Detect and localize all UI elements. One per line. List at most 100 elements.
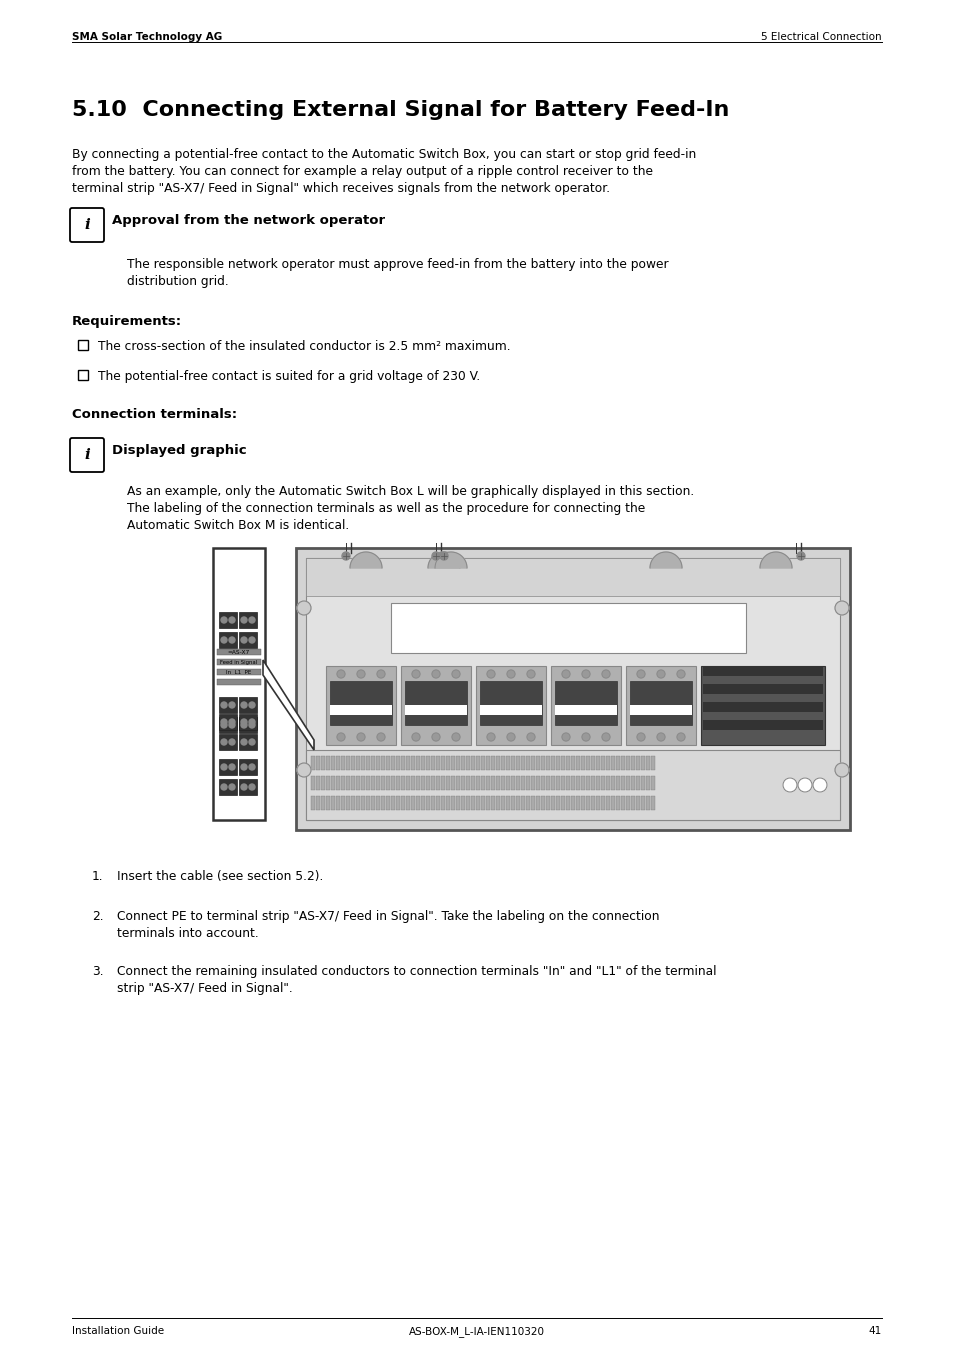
- Bar: [516, 756, 519, 771]
- Bar: [471, 776, 475, 790]
- Bar: [416, 796, 419, 810]
- Circle shape: [336, 733, 345, 741]
- Bar: [431, 776, 435, 790]
- Bar: [545, 756, 550, 771]
- Bar: [400, 776, 405, 790]
- Bar: [630, 776, 635, 790]
- Bar: [326, 776, 330, 790]
- Bar: [456, 796, 459, 810]
- Circle shape: [834, 763, 848, 777]
- Bar: [78, 339, 88, 350]
- Bar: [239, 698, 256, 713]
- Bar: [620, 796, 624, 810]
- Bar: [491, 796, 495, 810]
- Bar: [551, 756, 555, 771]
- Bar: [311, 776, 314, 790]
- Bar: [610, 776, 615, 790]
- Bar: [213, 548, 265, 821]
- Polygon shape: [649, 552, 681, 568]
- Bar: [391, 603, 745, 653]
- Circle shape: [526, 671, 535, 677]
- Bar: [585, 776, 589, 790]
- Bar: [239, 714, 256, 730]
- Bar: [590, 756, 595, 771]
- Bar: [311, 796, 314, 810]
- Bar: [431, 756, 435, 771]
- Text: 5 Electrical Connection: 5 Electrical Connection: [760, 32, 882, 42]
- Circle shape: [432, 733, 439, 741]
- Bar: [596, 796, 599, 810]
- Bar: [355, 796, 359, 810]
- Circle shape: [249, 702, 254, 708]
- Bar: [525, 776, 530, 790]
- Bar: [620, 756, 624, 771]
- Bar: [340, 796, 345, 810]
- Circle shape: [356, 671, 365, 677]
- Bar: [411, 796, 415, 810]
- Circle shape: [249, 722, 254, 727]
- Bar: [331, 796, 335, 810]
- Text: Insert the cable (see section 5.2).: Insert the cable (see section 5.2).: [117, 869, 323, 883]
- Bar: [600, 796, 604, 810]
- Circle shape: [812, 777, 826, 792]
- Circle shape: [249, 764, 254, 771]
- Bar: [629, 681, 691, 725]
- Bar: [239, 779, 256, 795]
- Bar: [636, 796, 639, 810]
- Text: In  L1  PE: In L1 PE: [226, 671, 252, 675]
- Bar: [219, 714, 236, 730]
- Circle shape: [221, 637, 227, 644]
- Text: AS-BOX-M_L-IA-IEN110320: AS-BOX-M_L-IA-IEN110320: [409, 1326, 544, 1337]
- Bar: [596, 776, 599, 790]
- Circle shape: [341, 552, 350, 560]
- Circle shape: [452, 733, 459, 741]
- Bar: [340, 776, 345, 790]
- Bar: [479, 704, 541, 715]
- Circle shape: [797, 777, 811, 792]
- FancyBboxPatch shape: [70, 208, 104, 242]
- Bar: [371, 756, 375, 771]
- Circle shape: [221, 617, 227, 623]
- Bar: [491, 776, 495, 790]
- Bar: [386, 756, 390, 771]
- Bar: [306, 558, 840, 596]
- Bar: [585, 796, 589, 810]
- Bar: [371, 796, 375, 810]
- Bar: [406, 796, 410, 810]
- Bar: [219, 734, 236, 750]
- Bar: [219, 612, 236, 627]
- Bar: [590, 776, 595, 790]
- Circle shape: [241, 740, 247, 745]
- Bar: [636, 756, 639, 771]
- Bar: [330, 681, 392, 725]
- Bar: [571, 756, 575, 771]
- Bar: [386, 776, 390, 790]
- Bar: [596, 756, 599, 771]
- Bar: [565, 796, 569, 810]
- Bar: [436, 756, 439, 771]
- Bar: [531, 756, 535, 771]
- Bar: [446, 776, 450, 790]
- Bar: [460, 796, 464, 810]
- Bar: [640, 756, 644, 771]
- Circle shape: [677, 671, 684, 677]
- Bar: [496, 776, 499, 790]
- Circle shape: [221, 784, 227, 790]
- Text: terminals into account.: terminals into account.: [117, 927, 258, 940]
- Bar: [400, 756, 405, 771]
- Bar: [426, 776, 430, 790]
- Circle shape: [356, 733, 365, 741]
- Bar: [416, 776, 419, 790]
- Bar: [551, 776, 555, 790]
- Bar: [320, 756, 325, 771]
- Bar: [465, 796, 470, 810]
- Circle shape: [581, 671, 589, 677]
- Bar: [311, 756, 314, 771]
- Bar: [239, 717, 256, 733]
- Bar: [465, 756, 470, 771]
- Text: 2.: 2.: [91, 910, 104, 923]
- Bar: [391, 756, 395, 771]
- Bar: [306, 558, 840, 821]
- Bar: [540, 756, 544, 771]
- Bar: [395, 776, 399, 790]
